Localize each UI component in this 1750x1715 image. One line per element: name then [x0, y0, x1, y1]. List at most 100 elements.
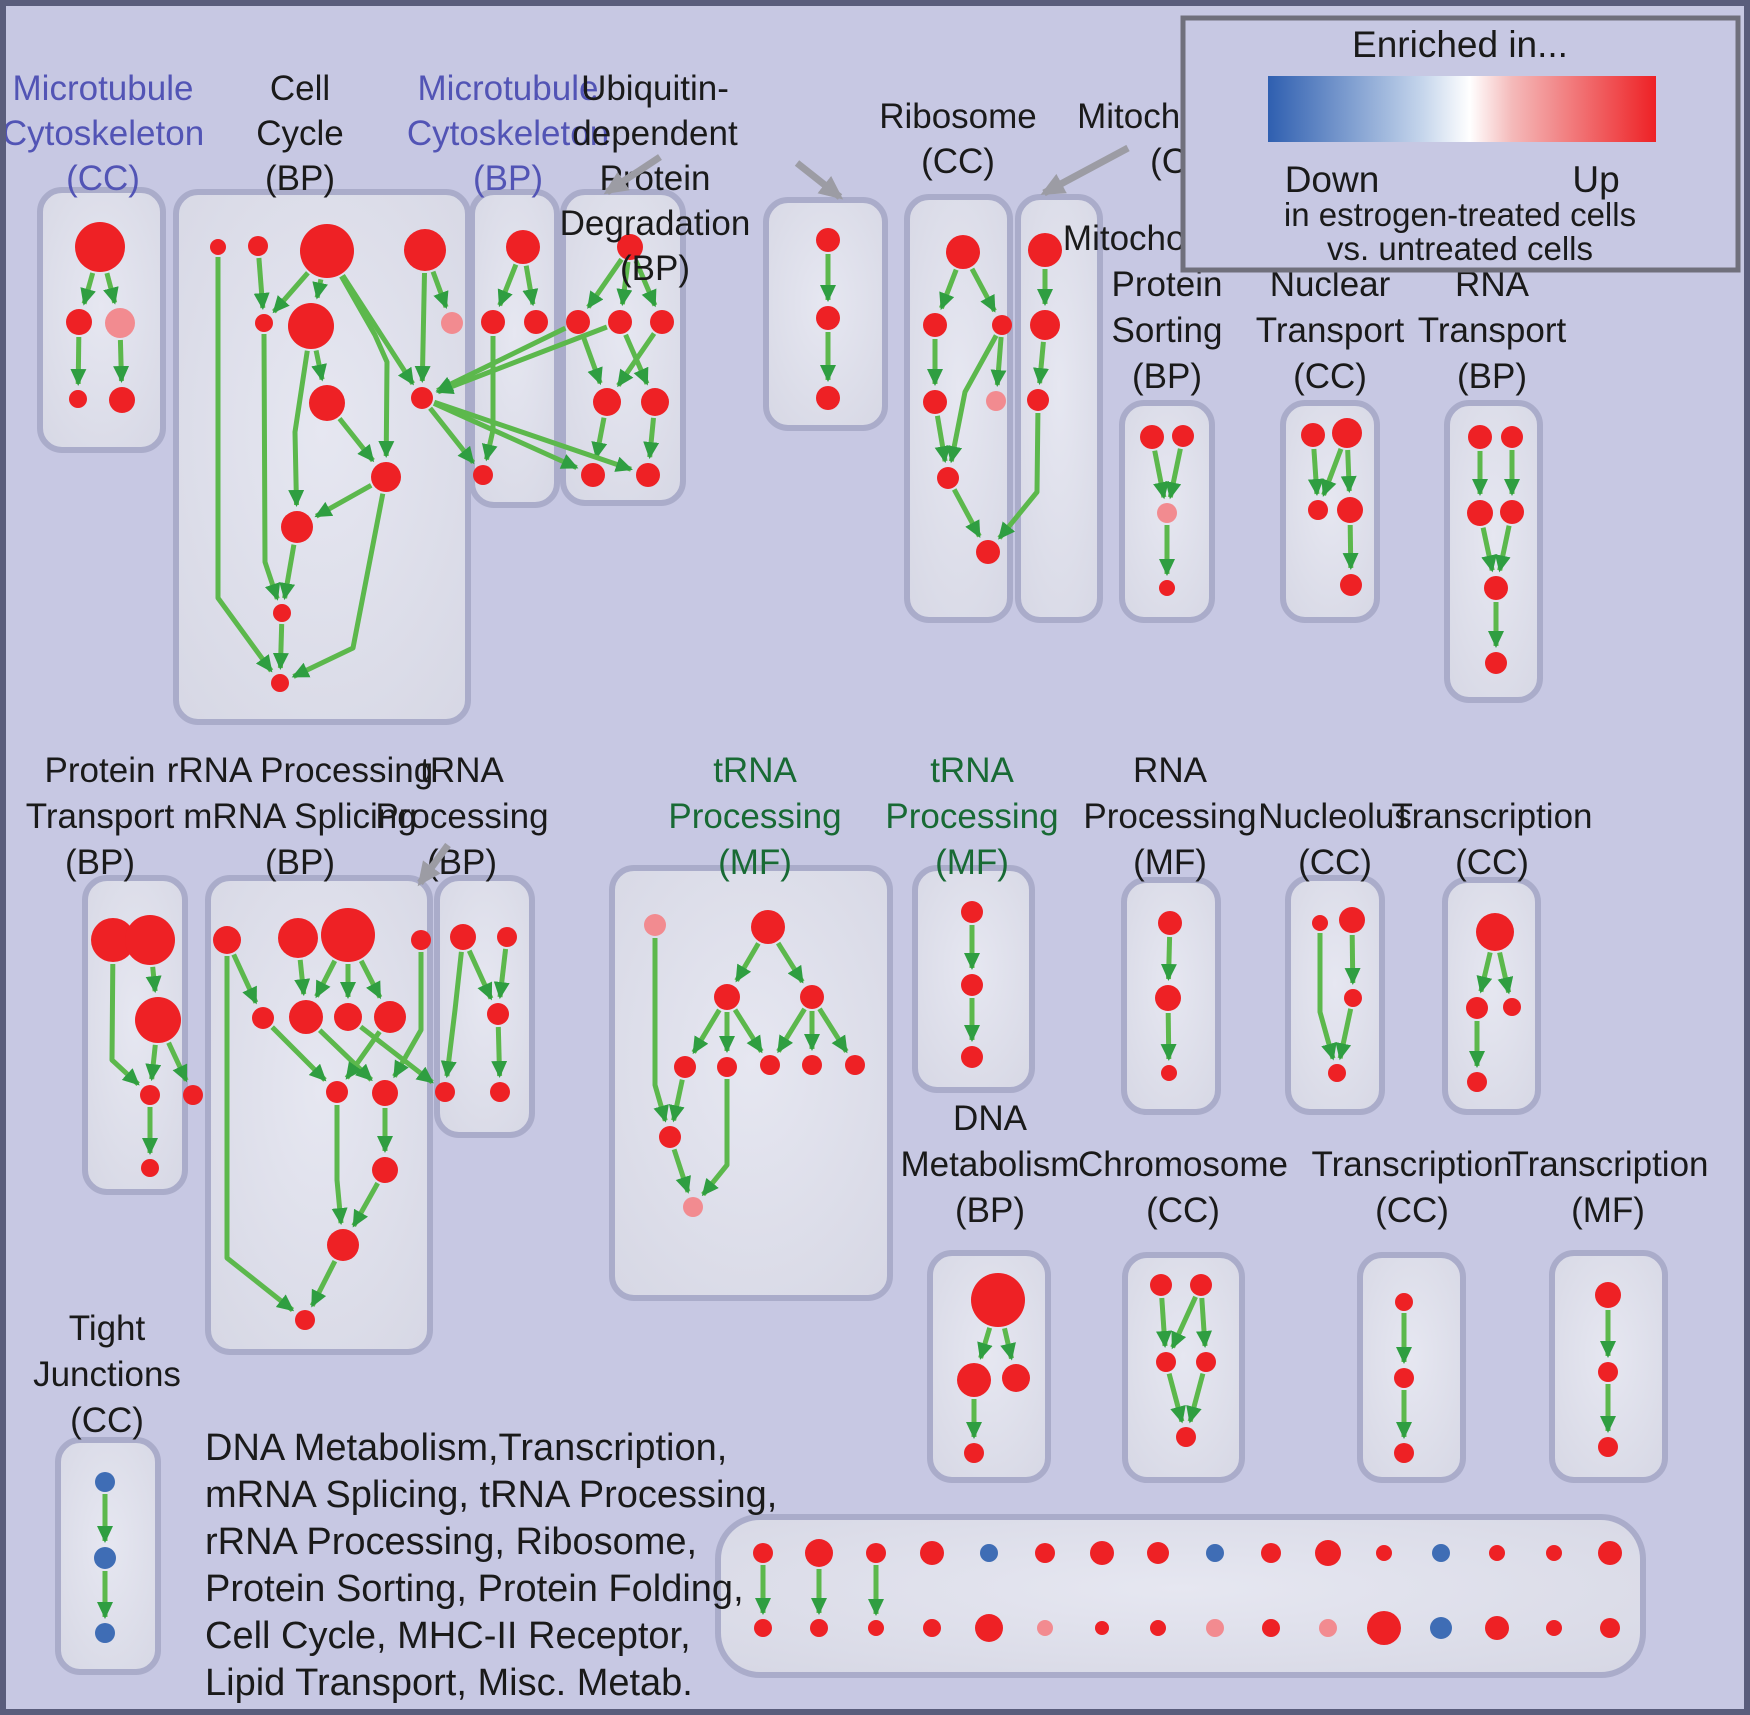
- edge-cell-cycle-bp-1: [253, 257, 270, 310]
- gene-set-node-rna-processing-mf-2: [1161, 1065, 1177, 1081]
- gene-set-node-rna-transport-bp-5: [1485, 652, 1507, 674]
- cluster-label-protein-transport-bp-line1: Transport: [26, 797, 175, 836]
- edge-rrna-processing-mrna-splicing-bp-1: [224, 956, 295, 1312]
- cluster-label-rna-processing-mf-line0: RNA: [1133, 751, 1208, 790]
- edge-ubiquitin-dependent-protein-degradation-bp-1: [616, 261, 633, 307]
- legend-down-label: Down: [1285, 159, 1380, 200]
- cluster-label-cell-cycle-bp-line0: Cell: [270, 69, 330, 108]
- gene-set-node-misc-strip-14: [1546, 1545, 1562, 1561]
- cluster-label-rrna-processing-mrna-splicing-bp-line0: rRNA Processing: [167, 751, 433, 790]
- edge-ribosome-cc-0: [939, 268, 959, 311]
- gene-set-node-rrna-processing-mrna-splicing-bp-9: [372, 1080, 398, 1106]
- edge-nucleolus-cc-2: [1335, 1008, 1354, 1061]
- gene-set-node-cell-cycle-bp-10: [281, 511, 313, 543]
- edge-chromosome-cc-4: [1186, 1372, 1206, 1424]
- edge-nucleolus-cc-0: [1317, 933, 1337, 1061]
- edge-chromosome-cc-2: [1196, 1297, 1212, 1348]
- gene-set-node-transcription-cc-upper-3: [1467, 1072, 1487, 1092]
- gene-set-node-nucleolus-cc-3: [1328, 1064, 1346, 1082]
- gene-set-node-trna-processing-bp-0: [450, 924, 476, 950]
- cluster-label-transcription-cc-upper-line1: (CC): [1455, 843, 1529, 882]
- edge-trna-processing-mf-large-6: [776, 1007, 807, 1054]
- gene-set-node-protein-transport-bp-0: [91, 918, 135, 962]
- gene-set-node-nucleolus-cc-1: [1339, 907, 1365, 933]
- cluster-box-nucleolus-cc: [1285, 875, 1385, 1115]
- misc-categories-text-line2: rRNA Processing, Ribosome,: [205, 1521, 697, 1563]
- edge-mitochondrial-protein-sorting-bp-1: [1165, 448, 1183, 500]
- edge-ubiquitin-dependent-protein-degradation-bp-3: [580, 334, 603, 386]
- edge-cell-cycle-bp-6: [430, 270, 449, 309]
- edge-rna-transport-bp-3: [1494, 525, 1512, 573]
- edge-rrna-processing-mrna-splicing-bp-13: [309, 1259, 338, 1308]
- gene-set-node-trna-processing-mf-large-7: [802, 1055, 822, 1075]
- gene-set-node-protein-transport-bp-1: [125, 915, 175, 965]
- annotation-arrows-layer: [417, 144, 1130, 887]
- cross-edge-4: [433, 399, 633, 472]
- legend-up-label: Up: [1572, 159, 1619, 200]
- gene-set-node-trna-processing-mf-small-1: [961, 974, 983, 996]
- cluster-label-cell-cycle-bp-line1: Cycle: [256, 114, 344, 153]
- edges-layer: [70, 254, 1616, 1619]
- edge-trna-processing-mf-large-11: [671, 1148, 691, 1194]
- gene-set-node-nucleolus-cc-2: [1344, 989, 1362, 1007]
- cluster-label-rna-processing-mf-line2: (MF): [1133, 843, 1207, 882]
- cross-edge-2: [436, 324, 608, 395]
- misc-categories-text-line1: mRNA Splicing, tRNA Processing,: [205, 1474, 777, 1516]
- cluster-label-dna-metabolism-bp-line0: DNA: [953, 1099, 1028, 1138]
- gene-set-node-misc-strip-24: [1206, 1619, 1224, 1637]
- edge-microtubule-cytoskeleton-bp-0: [497, 263, 519, 308]
- legend-subtitle-line2: vs. untreated cells: [1327, 230, 1593, 267]
- gene-set-node-ubiquitin-dependent-protein-degradation-bp-0: [617, 234, 643, 260]
- gene-set-node-misc-strip-13: [1489, 1545, 1505, 1561]
- edge-cell-cycle-bp-11: [314, 483, 373, 519]
- gene-set-node-protein-transport-bp-3: [140, 1085, 160, 1105]
- label-pointer-arrow-0: [603, 154, 662, 195]
- gene-set-node-misc-strip-11: [1376, 1545, 1392, 1561]
- gene-set-node-ribosome-cc-4: [986, 391, 1006, 411]
- gene-set-node-misc-strip-21: [1037, 1620, 1053, 1636]
- cluster-label-nuclear-transport-cc-line1: Transport: [1256, 311, 1405, 350]
- edge-rrna-processing-mrna-splicing-bp-7: [270, 1025, 327, 1082]
- gene-set-node-trna-processing-mf-large-10: [683, 1197, 703, 1217]
- cluster-label-ubiquitin-dependent-protein-degradation-bp-line3: Degradation: [560, 204, 751, 243]
- cluster-label-dna-metabolism-bp-line2: (BP): [955, 1191, 1025, 1230]
- gene-set-node-misc-strip-27: [1367, 1611, 1401, 1645]
- edge-cell-cycle-bp-0: [215, 257, 274, 673]
- edge-cell-cycle-bp-10: [337, 417, 375, 463]
- cluster-label-protein-transport-bp-line2: (BP): [65, 843, 135, 882]
- gene-set-node-rrna-processing-mrna-splicing-bp-6: [334, 1003, 362, 1031]
- cross-edge-1: [435, 325, 567, 393]
- cluster-label-transcription-mf-line0: Transcription: [1508, 1145, 1709, 1184]
- gene-set-node-ribosome-cc-6: [976, 540, 1000, 564]
- gene-set-node-misc-strip-28: [1430, 1617, 1452, 1639]
- gene-set-node-ubiquitin-degradation-box2-1: [816, 306, 840, 330]
- edge-chromosome-cc-3: [1166, 1372, 1186, 1424]
- gene-set-node-cell-cycle-bp-11: [273, 604, 291, 622]
- cluster-label-rna-transport-bp-line1: Transport: [1418, 311, 1567, 350]
- cluster-boxes-layer: [37, 187, 1668, 1678]
- gene-set-node-cell-cycle-bp-1: [248, 236, 268, 256]
- gene-set-node-rna-processing-mf-0: [1158, 911, 1182, 935]
- gene-set-node-ubiquitin-dependent-protein-degradation-bp-5: [641, 388, 669, 416]
- legend-gradient-bar: [1268, 76, 1656, 142]
- cluster-label-trna-processing-mf-small-line0: tRNA: [930, 751, 1014, 790]
- cluster-label-microtubule-cytoskeleton-cc-line2: (CC): [66, 159, 140, 198]
- edge-cell-cycle-bp-8: [311, 349, 327, 382]
- gene-set-node-misc-strip-17: [810, 1619, 828, 1637]
- gene-set-node-cell-cycle-bp-2: [300, 224, 354, 278]
- cluster-label-trna-processing-bp-line1: Processing: [375, 797, 548, 836]
- edge-trna-processing-mf-large-8: [817, 1007, 849, 1054]
- cluster-label-tight-junctions-cc-line0: Tight: [69, 1309, 146, 1348]
- gene-set-node-ubiquitin-degradation-box2-0: [816, 228, 840, 252]
- gene-set-node-trna-processing-mf-large-2: [714, 984, 740, 1010]
- edge-trna-processing-mf-large-2: [775, 941, 805, 984]
- edge-protein-transport-bp-0: [109, 963, 140, 1087]
- cluster-label-ribosome-cc-line1: (CC): [921, 142, 995, 181]
- edge-chromosome-cc-0: [1156, 1297, 1172, 1348]
- cluster-label-ubiquitin-dependent-protein-degradation-bp-line2: Protein: [600, 159, 711, 198]
- cluster-label-microtubule-cytoskeleton-bp-line0: Microtubule: [418, 69, 599, 108]
- gene-set-node-trna-processing-mf-large-0: [644, 914, 666, 936]
- gene-set-node-tight-junctions-cc-0: [95, 1472, 115, 1492]
- cluster-label-ubiquitin-dependent-protein-degradation-bp-line1: dependent: [572, 114, 738, 153]
- label-pointer-arrow-1: [794, 160, 844, 200]
